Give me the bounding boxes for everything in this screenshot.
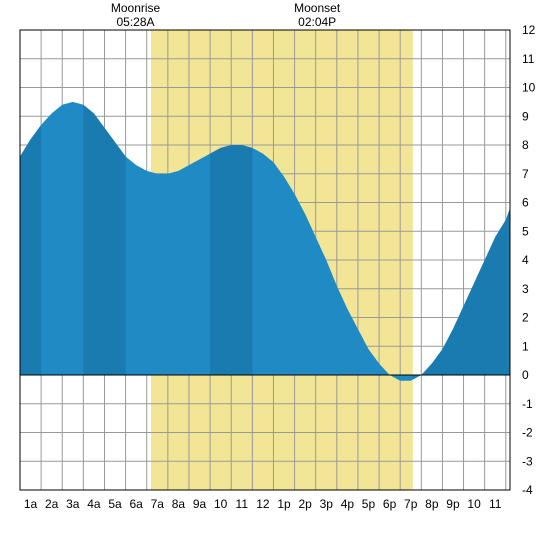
y-tick-label: -1 [522,397,533,411]
x-tick-label: 6p [383,497,397,511]
x-tick-label: 7p [404,497,418,511]
x-tick-label: 7a [151,497,165,511]
y-tick-label: -2 [522,426,533,440]
chart-svg: -4-3-2-101234567891011121a2a3a4a5a6a7a8a… [0,0,550,550]
x-tick-label: 11 [236,497,249,511]
y-tick-label: 12 [522,23,536,37]
moonrise-title: Moonrise [111,1,161,15]
x-tick-label: 5p [362,497,376,511]
x-tick-label: 3a [66,497,80,511]
y-tick-label: 10 [522,81,536,95]
y-tick-label: 3 [522,282,529,296]
y-tick-label: 7 [522,167,529,181]
moonset-time: 02:04P [298,15,336,29]
y-tick-label: -3 [522,454,533,468]
x-tick-label: 4p [341,497,355,511]
x-tick-label: 1p [277,497,291,511]
y-tick-label: 11 [522,52,535,66]
moonrise-time: 05:28A [117,15,155,29]
x-tick-label: 10 [214,497,228,511]
y-tick-label: 2 [522,311,529,325]
x-tick-label: 9a [193,497,207,511]
x-tick-label: 3p [320,497,334,511]
y-tick-label: 6 [522,196,529,210]
x-tick-label: 9p [446,497,460,511]
x-tick-label: 6a [129,497,143,511]
x-tick-label: 2p [298,497,312,511]
x-tick-label: 8a [172,497,186,511]
y-tick-label: -4 [522,483,533,497]
x-tick-label: 12 [256,497,270,511]
x-tick-label: 2a [45,497,59,511]
x-tick-label: 4a [87,497,101,511]
tide-chart: -4-3-2-101234567891011121a2a3a4a5a6a7a8a… [0,0,550,550]
y-tick-label: 0 [522,368,529,382]
x-tick-label: 11 [489,497,502,511]
y-tick-label: 1 [522,339,529,353]
y-tick-label: 9 [522,109,529,123]
y-tick-label: 5 [522,224,529,238]
y-tick-label: 4 [522,253,529,267]
y-tick-label: 8 [522,138,529,152]
x-tick-label: 8p [425,497,439,511]
x-tick-label: 5a [108,497,122,511]
x-tick-label: 10 [467,497,481,511]
moonset-title: Moonset [294,1,341,15]
x-tick-label: 1a [24,497,38,511]
